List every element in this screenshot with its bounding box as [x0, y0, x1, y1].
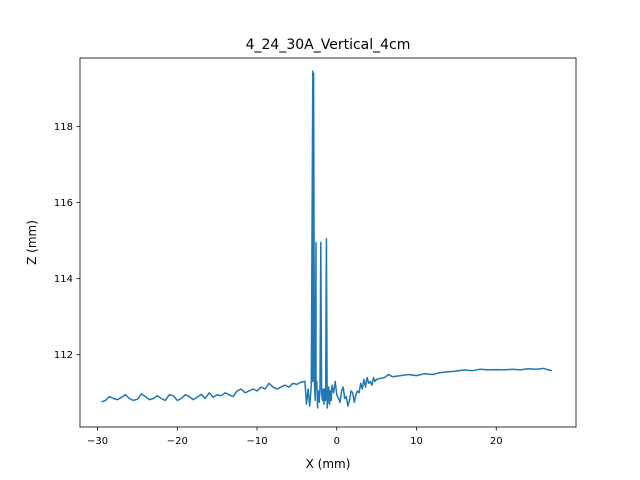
x-axis-label: X (mm)	[306, 457, 351, 471]
x-tick-label: −20	[167, 436, 188, 447]
axis-ticks: −30 −20 −10 0 10 20 112 114 116 118	[54, 122, 503, 447]
x-tick-label: 10	[410, 436, 423, 447]
y-tick-label: 114	[54, 274, 73, 285]
x-tick-label: −10	[246, 436, 267, 447]
y-tick-label: 116	[54, 198, 73, 209]
chart-title: 4_24_30A_Vertical_4cm	[246, 37, 411, 53]
x-tick-label: −30	[87, 436, 108, 447]
y-axis-label: Z (mm)	[25, 220, 39, 265]
plot-frame	[79, 57, 577, 428]
y-tick-label: 118	[54, 122, 73, 133]
x-tick-label: 20	[490, 436, 503, 447]
y-tick-label: 112	[54, 350, 73, 361]
x-tick-label: 0	[334, 436, 340, 447]
series-line	[101, 70, 553, 409]
